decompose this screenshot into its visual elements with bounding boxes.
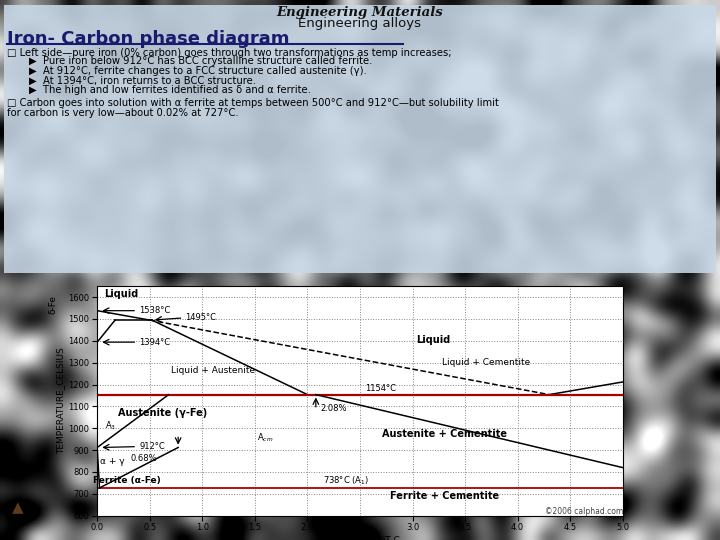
Text: Engineering alloys: Engineering alloys — [299, 17, 421, 30]
Text: Liquid: Liquid — [104, 289, 138, 299]
Text: □ Left side—pure iron (0% carbon) goes through two transformations as temp incre: □ Left side—pure iron (0% carbon) goes t… — [7, 48, 451, 58]
Text: Liquid: Liquid — [416, 335, 451, 345]
Text: ©2006 calphad.com: ©2006 calphad.com — [544, 507, 623, 516]
Text: Austenite (γ-Fe): Austenite (γ-Fe) — [118, 408, 207, 418]
Text: δ-Fe: δ-Fe — [48, 295, 57, 314]
Text: Iron- Carbon phase diagram: Iron- Carbon phase diagram — [7, 30, 289, 48]
Text: A$_{cm}$: A$_{cm}$ — [257, 432, 274, 444]
Text: Ferrite (α-Fe): Ferrite (α-Fe) — [93, 476, 161, 485]
Text: ▶  At 1394°C, iron returns to a BCC structure.: ▶ At 1394°C, iron returns to a BCC struc… — [29, 76, 256, 86]
FancyBboxPatch shape — [4, 5, 716, 273]
Text: 1538°C: 1538°C — [139, 306, 171, 315]
Text: 1154°C: 1154°C — [365, 384, 396, 393]
Text: α + γ: α + γ — [99, 457, 125, 467]
Text: Austenite + Cementite: Austenite + Cementite — [382, 429, 507, 439]
Text: for carbon is very low—about 0.02% at 727°C.: for carbon is very low—about 0.02% at 72… — [7, 108, 239, 118]
Text: 1495°C: 1495°C — [186, 313, 217, 322]
Text: 0.68%: 0.68% — [131, 454, 158, 463]
Text: 912°C: 912°C — [139, 442, 165, 451]
Text: Liquid + Cementite: Liquid + Cementite — [442, 358, 530, 367]
Text: □ Carbon goes into solution with α ferrite at temps between 500°C and 912°C—but : □ Carbon goes into solution with α ferri… — [7, 98, 499, 109]
Text: Engineering Materials: Engineering Materials — [276, 6, 444, 19]
Text: Ferrite + Cementite: Ferrite + Cementite — [390, 491, 499, 501]
Text: 2.08%: 2.08% — [320, 404, 346, 413]
Text: ▶  Pure iron below 912°C has BCC crystalline structure called ferrite.: ▶ Pure iron below 912°C has BCC crystall… — [29, 56, 372, 66]
X-axis label: MASS_PERCENT C: MASS_PERCENT C — [320, 535, 400, 540]
Y-axis label: TEMPERATURE_CELSIUS: TEMPERATURE_CELSIUS — [57, 348, 66, 454]
Text: 738°C (A$_1$): 738°C (A$_1$) — [323, 474, 369, 487]
Text: 1394°C: 1394°C — [139, 338, 171, 347]
Text: ▶  At 912°C, ferrite changes to a FCC structure called austenite (γ).: ▶ At 912°C, ferrite changes to a FCC str… — [29, 66, 366, 76]
Text: ▲: ▲ — [12, 500, 24, 515]
Text: Liquid + Austenite: Liquid + Austenite — [171, 366, 255, 375]
Text: A$_3$: A$_3$ — [104, 420, 116, 433]
Text: ▶  The high and low ferrites identified as δ and α ferrite.: ▶ The high and low ferrites identified a… — [29, 85, 310, 96]
